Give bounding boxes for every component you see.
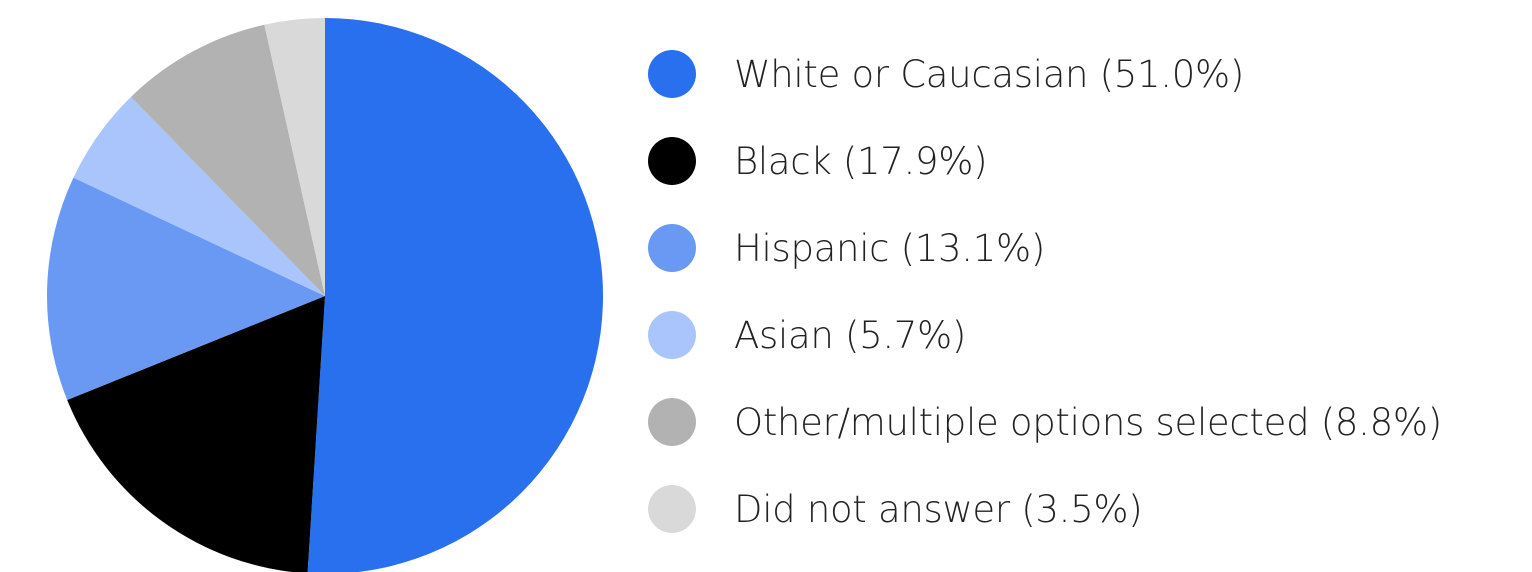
pie-slice-2 bbox=[47, 177, 326, 400]
legend-swatch bbox=[648, 485, 696, 533]
legend-swatch bbox=[648, 137, 696, 185]
legend-swatch bbox=[648, 50, 696, 98]
pie-chart bbox=[47, 18, 604, 572]
legend-label: Other/multiple options selected (8.8%) bbox=[734, 400, 1442, 444]
pie-slice-4 bbox=[130, 24, 325, 296]
legend-swatch bbox=[648, 398, 696, 446]
legend-item-asian: Asian (5.7%) bbox=[648, 303, 1442, 367]
legend-label: White or Caucasian (51.0%) bbox=[734, 52, 1244, 96]
legend-swatch bbox=[648, 224, 696, 272]
legend-label: Asian (5.7%) bbox=[734, 313, 967, 357]
legend-item-black: Black (17.9%) bbox=[648, 129, 1442, 193]
legend-label: Black (17.9%) bbox=[734, 139, 988, 183]
pie-slice-5 bbox=[264, 18, 325, 296]
legend-item-white-or-caucasian: White or Caucasian (51.0%) bbox=[648, 42, 1442, 106]
chart-legend: White or Caucasian (51.0%) Black (17.9%)… bbox=[648, 42, 1442, 564]
legend-label: Did not answer (3.5%) bbox=[734, 487, 1143, 531]
legend-item-did-not-answer: Did not answer (3.5%) bbox=[648, 477, 1442, 541]
pie-slice-1 bbox=[67, 296, 325, 572]
legend-item-other-multiple: Other/multiple options selected (8.8%) bbox=[648, 390, 1442, 454]
pie-slice-3 bbox=[73, 96, 326, 296]
pie-slice-0 bbox=[307, 18, 604, 572]
legend-item-hispanic: Hispanic (13.1%) bbox=[648, 216, 1442, 280]
legend-swatch bbox=[648, 311, 696, 359]
legend-label: Hispanic (13.1%) bbox=[734, 226, 1045, 270]
